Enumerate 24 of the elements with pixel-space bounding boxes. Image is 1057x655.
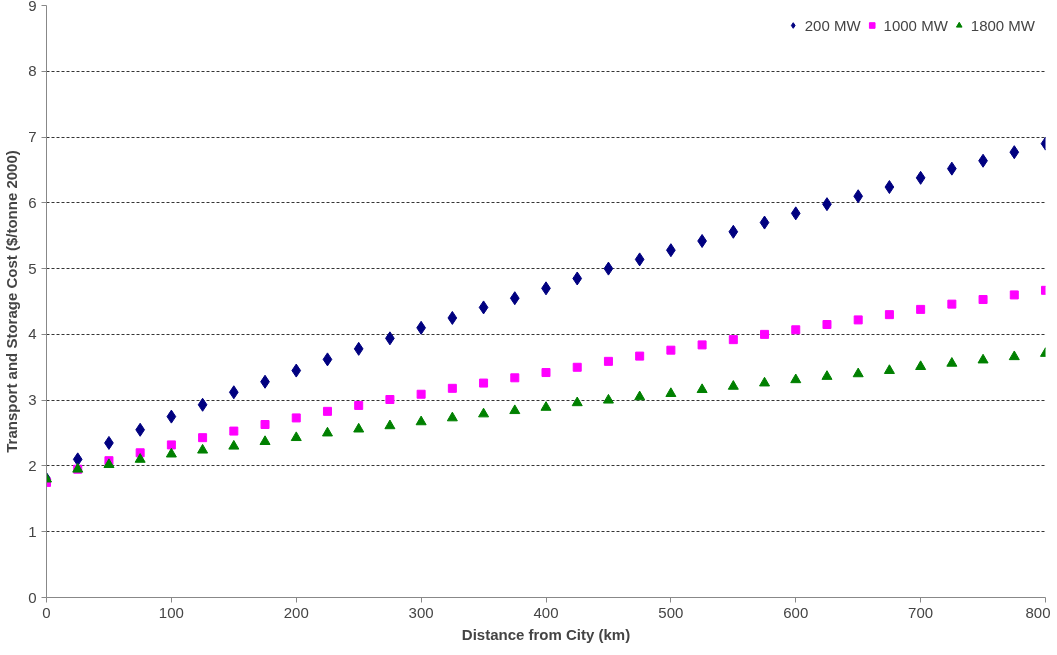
y-tick-label: 8: [28, 62, 37, 80]
x-tick-label: 200: [283, 603, 309, 621]
y-tick-label: 4: [28, 325, 37, 343]
y-tick-label: 7: [28, 128, 37, 146]
x-tick-label: 600: [783, 603, 809, 621]
x-tick-label: 400: [533, 603, 559, 621]
x-tick-label: 500: [658, 603, 684, 621]
y-tick-label: 2: [28, 456, 37, 474]
legend-label: 1000 MW: [883, 16, 948, 34]
x-tick-label: 100: [158, 603, 184, 621]
x-tick-label: 800: [1025, 603, 1051, 621]
y-tick-label: 5: [28, 259, 37, 277]
x-tick-label: 0: [42, 603, 51, 621]
legend-label: 1800 MW: [970, 16, 1035, 34]
legend-label: 200 MW: [804, 16, 861, 34]
x-tick-label: 300: [408, 603, 434, 621]
y-tick-label: 9: [28, 0, 37, 14]
y-tick-label: 0: [28, 588, 37, 606]
y-axis-title: Transport and Storage Cost ($/tonne 2000): [3, 150, 21, 453]
y-tick-label: 3: [28, 391, 37, 409]
y-tick-label: 6: [28, 193, 37, 211]
x-tick-label: 700: [908, 603, 934, 621]
x-axis-title: Distance from City (km): [461, 625, 631, 643]
y-tick-label: 1: [28, 522, 37, 540]
